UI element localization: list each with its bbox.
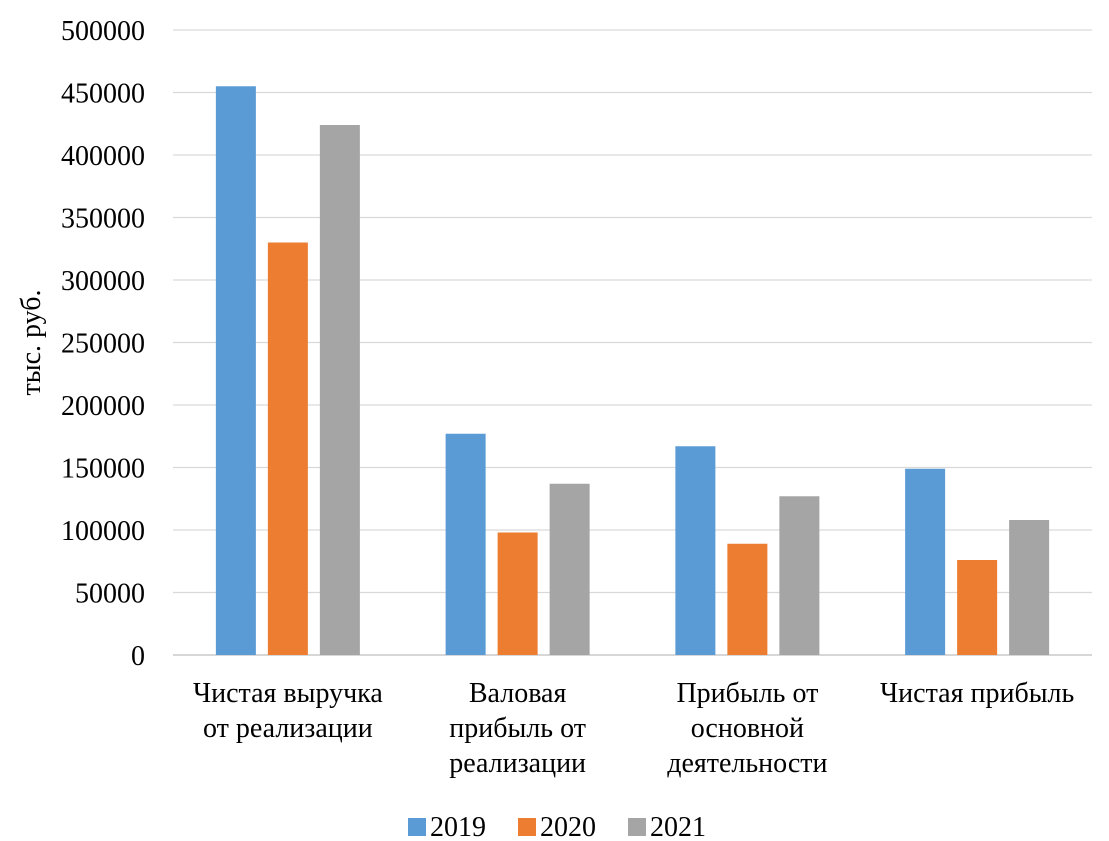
category-label: Чистая прибыль — [880, 678, 1074, 709]
bar-2019-0 — [215, 86, 256, 655]
legend-label-2019: 2019 — [430, 812, 486, 841]
y-tick-label: 400000 — [61, 141, 145, 172]
y-tick-label: 450000 — [61, 79, 145, 110]
legend: 2019 2020 2021 — [408, 812, 706, 841]
grid-lines — [173, 29, 1092, 656]
bar-2019-1 — [445, 433, 486, 655]
legend-swatch-2020 — [518, 818, 536, 836]
y-tick-label: 100000 — [61, 516, 145, 547]
y-tick-label: 300000 — [61, 266, 145, 297]
bar-2019-3 — [905, 468, 946, 655]
bar-2021-1 — [549, 483, 590, 655]
legend-label-2021: 2021 — [650, 812, 706, 841]
y-tick-label: 500000 — [61, 16, 145, 47]
bar-2020-0 — [267, 242, 308, 655]
y-axis-ticks: 0 50000 100000 150000 200000 250000 300000 3500… — [61, 16, 145, 672]
legend-swatch-2019 — [408, 818, 426, 836]
bar-2020-1 — [497, 532, 538, 655]
y-axis-title: тыс. руб. — [16, 290, 47, 396]
y-tick-label: 50000 — [75, 579, 145, 610]
y-tick-label: 350000 — [61, 204, 145, 235]
bar-2019-2 — [675, 446, 716, 655]
bar-2021-0 — [319, 125, 360, 655]
category-labels: Чистая выручка от реализации Валовая прибыл… — [193, 678, 1074, 779]
category-label: Чистая выручка от реализации — [193, 678, 383, 744]
bars — [215, 86, 1050, 655]
category-label: Прибыль от основной деятельности — [667, 678, 827, 779]
legend-label-2020: 2020 — [540, 812, 596, 841]
bar-2021-2 — [779, 496, 820, 655]
y-tick-label: 200000 — [61, 391, 145, 422]
y-tick-label: 250000 — [61, 329, 145, 360]
bar-2020-2 — [727, 543, 768, 655]
category-label: Валовая прибыль от реализации — [449, 678, 586, 779]
y-tick-label: 0 — [131, 641, 145, 672]
y-tick-label: 150000 — [61, 454, 145, 485]
bar-2021-3 — [1009, 520, 1050, 655]
legend-swatch-2021 — [628, 818, 646, 836]
bar-2020-3 — [957, 560, 998, 655]
